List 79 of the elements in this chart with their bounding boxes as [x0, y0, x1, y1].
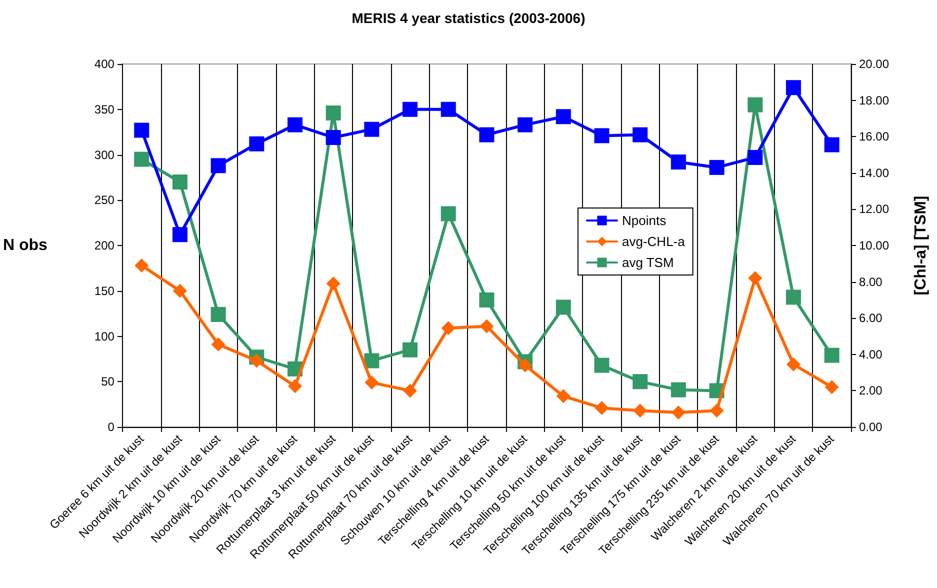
y-tick-label: 350 — [94, 102, 115, 116]
point — [479, 127, 494, 142]
y-tick-label: 250 — [94, 193, 115, 208]
point — [632, 127, 648, 142]
point — [748, 271, 762, 286]
point — [518, 117, 533, 132]
y2-tick-label: 4.00 — [859, 347, 883, 362]
point — [210, 306, 226, 322]
point — [441, 321, 456, 336]
point — [288, 379, 302, 394]
point — [440, 206, 456, 222]
point — [288, 117, 302, 132]
point — [364, 122, 380, 137]
y2-tick-label: 18.00 — [859, 93, 890, 108]
point — [403, 384, 418, 398]
point — [824, 348, 840, 363]
point — [670, 382, 686, 398]
point — [172, 174, 188, 190]
point — [172, 284, 187, 298]
y2-tick-label: 12.00 — [859, 202, 890, 216]
y2-tick-label: 8.00 — [859, 274, 883, 289]
point — [824, 380, 839, 394]
y2-tick-label: 0.00 — [859, 420, 883, 434]
point — [364, 376, 379, 390]
point — [480, 319, 494, 334]
point — [364, 353, 380, 368]
y-tick-label: 150 — [94, 284, 115, 298]
y2-tick-label: 16.00 — [859, 130, 890, 144]
y-tick-label: 300 — [94, 148, 115, 162]
y2-tick-label: 20.00 — [859, 57, 890, 71]
legend-label: avg-CHL-a — [622, 234, 686, 249]
point — [134, 122, 150, 138]
y-tick-label: 0 — [108, 420, 115, 434]
legend-label: avg TSM — [622, 255, 674, 270]
y-tick-label: 400 — [94, 57, 115, 71]
point — [748, 150, 763, 165]
point — [594, 128, 610, 144]
point — [211, 337, 226, 352]
y-axis-title: N obs — [2, 237, 48, 254]
y-tick-label: 100 — [94, 329, 115, 344]
point — [134, 152, 150, 167]
y2-tick-label: 10.00 — [859, 238, 890, 252]
point — [518, 358, 532, 372]
point — [786, 357, 800, 372]
chart-title: MERIS 4 year statistics (2003-2006) — [352, 10, 586, 26]
point — [710, 404, 724, 418]
point — [786, 290, 801, 305]
y-tick-label: 200 — [94, 238, 115, 252]
point — [748, 97, 763, 112]
point — [786, 80, 801, 96]
point — [633, 404, 648, 418]
point — [671, 405, 686, 420]
point — [556, 389, 570, 404]
point — [824, 137, 840, 152]
point — [134, 258, 149, 272]
point — [249, 136, 264, 152]
point — [440, 102, 456, 117]
point — [709, 160, 724, 175]
point — [326, 106, 341, 121]
point — [632, 374, 648, 390]
y2-tick-label: 6.00 — [859, 311, 883, 326]
legend-label: Npoints — [622, 213, 667, 228]
point — [210, 158, 226, 174]
y-tick-label: 50 — [101, 374, 115, 389]
point — [250, 354, 264, 368]
y2-axis-title: [Chl-a] [TSM] — [912, 196, 930, 296]
y2-tick-label: 2.00 — [859, 384, 883, 398]
point — [479, 292, 494, 308]
point — [402, 342, 418, 358]
point — [556, 300, 571, 315]
point — [172, 227, 188, 242]
point — [594, 400, 609, 415]
point — [670, 154, 686, 170]
point — [326, 276, 340, 291]
point — [594, 358, 610, 373]
y2-tick-label: 14.00 — [859, 166, 890, 180]
point — [326, 130, 341, 146]
point — [556, 109, 571, 124]
point — [402, 102, 418, 117]
